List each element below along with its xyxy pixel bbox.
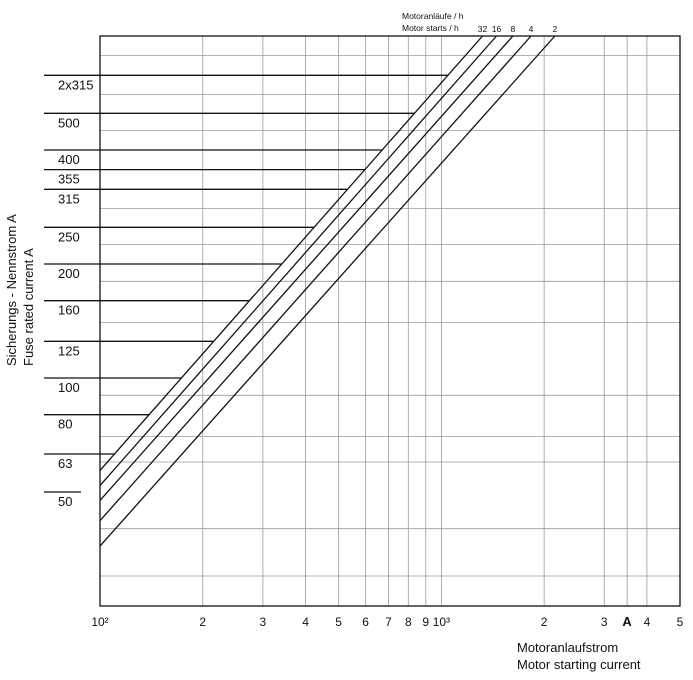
series-line-16 [99,35,497,486]
plot-frame [99,35,681,607]
y-tick-label: 400 [58,152,80,167]
series-line-2 [99,35,556,547]
x-tick-label: 5 [677,615,684,629]
y-tick-label: 355 [58,172,80,187]
y-tick-label: 80 [58,417,72,432]
x-tick-label: 4 [644,615,651,629]
series-title-line-2: Motor starts / h [402,23,459,33]
y-tick-label: 315 [58,191,80,206]
x-tick-label: 6 [362,615,369,629]
x-tick-label: 7 [385,615,392,629]
series-labels: 32 16 8 4 2 [478,24,558,34]
x-tick-labels: 10² 2 3 4 5 6 7 8 9 10³ 2 3 A 4 5 [91,614,683,629]
series-line-8 [99,35,514,501]
y-tick-label: 100 [58,380,80,395]
x-axis-title-line-2: Motor starting current [517,657,641,672]
y-axis-title-line-1: Sicherungs - Nennstrom A [4,214,19,366]
series-line-4 [99,35,532,522]
x-tick-label: 2 [541,615,548,629]
series-label-2: 2 [553,24,558,34]
series-label-32: 32 [478,24,488,34]
series-line-32 [99,35,484,471]
series-label-8: 8 [511,24,516,34]
y-tick-label: 2x315 [58,77,93,92]
x-tick-label: 3 [601,615,608,629]
series-label-16: 16 [492,24,502,34]
x-tick-label: 9 [422,615,429,629]
y-tick-label: 500 [58,115,80,130]
x-tick-label: 5 [335,615,342,629]
series-label-4: 4 [529,24,534,34]
series-title-line-1: Motoranläufe / h [402,11,464,21]
x-tick-label: 3 [260,615,267,629]
series-lines [99,35,556,547]
y-tick-label: 200 [58,266,80,281]
y-tick-labels: 50 63 80 100 125 160 200 250 315 355 400 500 2x315 [58,77,93,509]
x-axis-title-line-1: Motoranlaufstrom [517,640,618,655]
y-tick-label: 50 [58,494,72,509]
x-tick-label: 10³ [433,615,450,629]
x-tick-label: 8 [405,615,412,629]
x-tick-label: 4 [302,615,309,629]
y-tick-label: 125 [58,343,80,358]
grid-lines [99,36,681,606]
x-tick-label: A [622,614,632,629]
x-tick-label: 2 [199,615,206,629]
y-axis-title-line-2: Fuse rated current A [21,248,36,366]
x-tick-label: 10² [91,615,108,629]
fuse-reference-lines [44,74,448,493]
y-tick-label: 160 [58,303,80,318]
y-tick-label: 63 [58,456,72,471]
y-tick-label: 250 [58,229,80,244]
